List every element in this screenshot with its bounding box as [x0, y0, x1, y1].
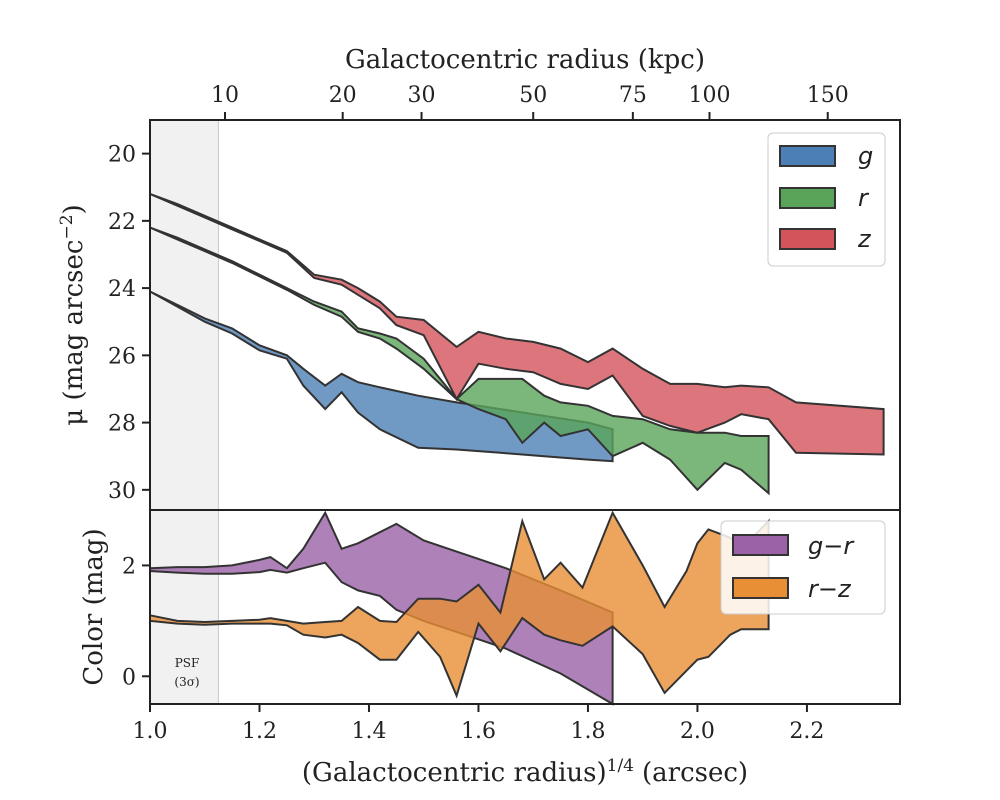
legend-swatch-r-z — [732, 577, 789, 599]
top-series-group — [149, 193, 885, 496]
top-y-axis-title: μ (mag arcsec−2) — [57, 204, 89, 425]
psf-label-line1: PSF — [175, 656, 200, 670]
bottom-x-tick-label: 2.2 — [789, 719, 824, 744]
psf-shaded-region-bottom — [149, 509, 219, 705]
bottom-axes-frame — [149, 509, 901, 705]
legend-swatch-g-r — [732, 534, 789, 556]
legend-label-g-r: g−r — [808, 532, 855, 560]
legend-label-g: g — [858, 142, 873, 170]
top-y-tick-label: 20 — [108, 143, 136, 168]
top-legend: g r z — [767, 132, 886, 267]
top-y-tick-label: 24 — [108, 277, 136, 302]
series-band-z — [149, 193, 885, 456]
top-y-tick-label: 26 — [108, 344, 136, 369]
bottom-panel: 02 1.0 1.2 1.4 1.6 1.8 2.0 2.2 PSF (3σ) Color … — [79, 509, 901, 788]
bottom-y-axis-title: Color (mag) — [79, 528, 109, 685]
legend-label-r-z: r−z — [808, 575, 852, 603]
top-kpc-tick-label: 30 — [408, 83, 436, 108]
bottom-y-tick-label: 2 — [122, 554, 136, 579]
top-kpc-ticks: 10 20 30 50 75 100 150 — [211, 83, 849, 120]
legend-label-z: z — [857, 225, 872, 253]
bottom-legend: g−r r−z — [720, 520, 886, 615]
top-kpc-tick-label: 75 — [619, 83, 647, 108]
legend-swatch-r — [779, 187, 836, 209]
bottom-x-tick-label: 1.2 — [242, 719, 277, 744]
bottom-x-axis-title-sup: 1/4 — [607, 756, 634, 776]
legend-swatch-g — [779, 145, 836, 167]
top-axis-title: Galactocentric radius (kpc) — [345, 45, 705, 75]
bottom-x-axis-title: (Galactocentric radius)1/4 (arcsec) — [302, 756, 748, 788]
legend-label-r: r — [858, 184, 870, 212]
top-y-axis-title-main: μ (mag arcsec — [59, 240, 89, 426]
series-band-r — [149, 226, 770, 496]
top-y-tick-label: 28 — [108, 412, 136, 437]
top-kpc-tick-label: 150 — [807, 83, 849, 108]
top-panel: 20 22 24 26 28 30 10 20 30 50 75 100 150 Galactocen… — [57, 45, 901, 511]
top-y-tick-label: 30 — [108, 479, 136, 504]
top-y-ticks: 20 22 24 26 28 30 — [108, 143, 150, 504]
psf-shaded-region-top — [149, 119, 219, 511]
bottom-x-axis-title-unit: (arcsec) — [642, 758, 748, 788]
color-series-band-rz — [149, 510, 770, 699]
top-y-axis-title-sup: −2 — [57, 214, 77, 239]
bottom-x-tick-label: 1.4 — [351, 719, 386, 744]
bottom-x-axis-title-main: (Galactocentric radius) — [302, 758, 607, 788]
bottom-y-ticks: 02 — [122, 554, 150, 690]
top-kpc-tick-label: 50 — [519, 83, 547, 108]
psf-label-line2: (3σ) — [174, 675, 199, 689]
bottom-x-tick-label: 1.6 — [461, 719, 496, 744]
top-y-axis-title-close: ) — [59, 204, 89, 214]
top-kpc-tick-label: 20 — [329, 83, 357, 108]
legend-swatch-z — [779, 228, 836, 250]
top-kpc-tick-label: 100 — [688, 83, 730, 108]
top-kpc-tick-label: 10 — [211, 83, 239, 108]
bottom-x-tick-label: 2.0 — [680, 719, 715, 744]
bottom-y-tick-label: 0 — [122, 665, 136, 690]
bottom-x-tick-label: 1.8 — [570, 719, 605, 744]
bottom-x-ticks: 1.0 1.2 1.4 1.6 1.8 2.0 2.2 — [133, 704, 824, 744]
bottom-x-tick-label: 1.0 — [133, 719, 168, 744]
top-y-tick-label: 22 — [108, 210, 136, 235]
